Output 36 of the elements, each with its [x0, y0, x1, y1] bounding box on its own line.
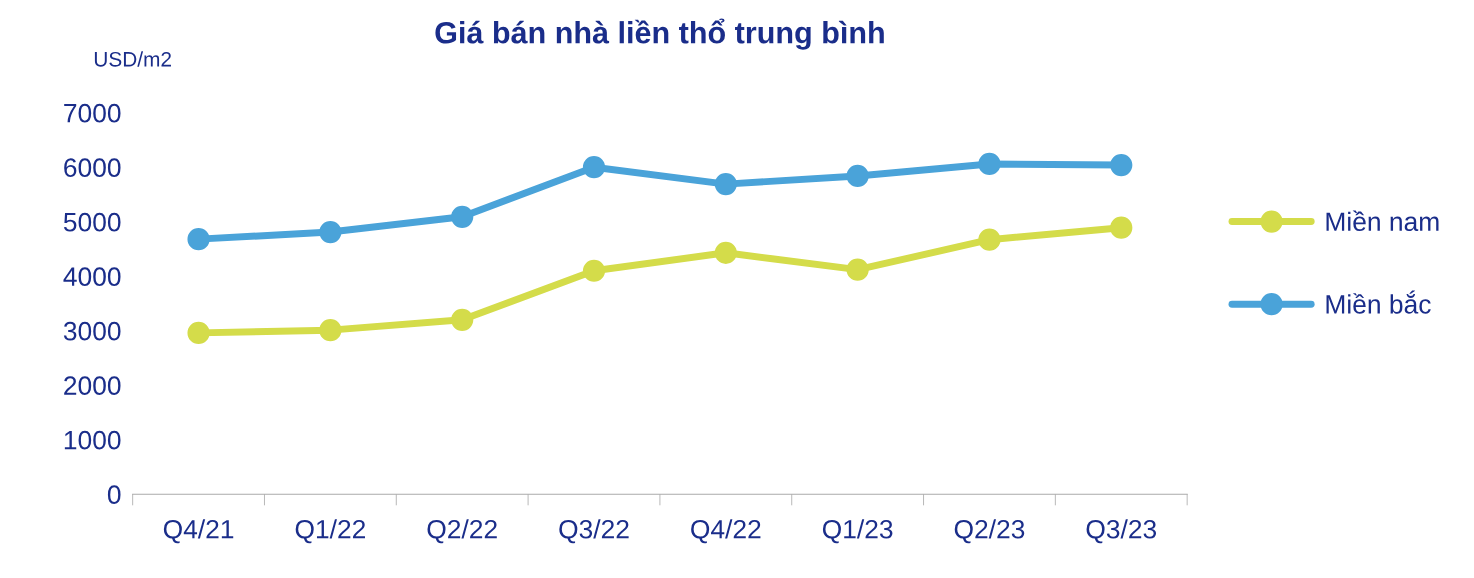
- y-axis-title: USD/m2: [94, 51, 171, 67]
- legend-label: Miền bắc: [1326, 290, 1431, 314]
- point: [714, 172, 737, 196]
- y-tick-label: 1000: [64, 430, 121, 450]
- y-tick-label: 5000: [63, 212, 121, 232]
- point: [1110, 216, 1133, 239]
- point: [714, 241, 737, 264]
- point: [1110, 153, 1133, 177]
- point: [582, 156, 606, 179]
- y-tick-label: 7000: [64, 103, 121, 123]
- point: [319, 220, 342, 244]
- x-tick-label: Q3/23: [1086, 519, 1157, 544]
- y-tick-label: 2000: [64, 376, 121, 396]
- x-tick-label: Q2/22: [427, 519, 497, 544]
- point: [451, 205, 474, 228]
- y-tick-label: 3000: [63, 321, 121, 341]
- legend-label: Miền nam: [1326, 210, 1439, 232]
- x-tick-label: Q1/22: [295, 519, 365, 544]
- point: [187, 228, 210, 251]
- point: [978, 152, 1001, 176]
- point: [846, 258, 869, 281]
- x-tick-label: Q4/22: [691, 519, 761, 544]
- point: [582, 259, 606, 282]
- x-tick-label: Q1/23: [822, 519, 893, 544]
- point: [319, 319, 342, 342]
- chart-title: Giá bán nhà liền thổ trung bình: [435, 18, 884, 50]
- point: [187, 321, 210, 344]
- x-tick-label: Q3/22: [559, 519, 629, 544]
- point: [846, 164, 869, 188]
- point: [978, 228, 1001, 251]
- x-tick-label: Q2/23: [954, 519, 1025, 544]
- y-tick-label: 0: [107, 485, 121, 505]
- x-tick-label: Q4/21: [163, 519, 234, 544]
- y-tick-label: 6000: [64, 158, 121, 178]
- point: [451, 308, 474, 331]
- y-tick-label: 4000: [63, 267, 121, 287]
